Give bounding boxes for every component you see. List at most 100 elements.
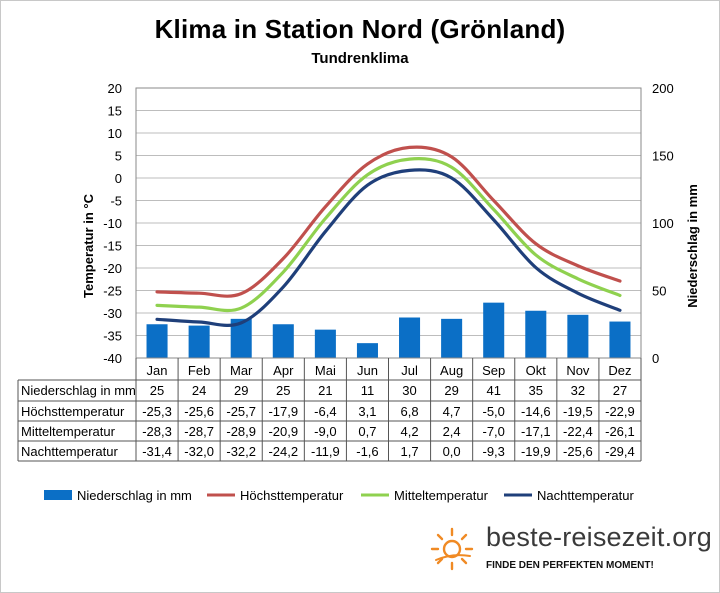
table-row-label: Mitteltemperatur: [21, 424, 116, 439]
precipitation-bar: [272, 324, 294, 358]
right-axis-ticks: 200 150 100 50 0: [652, 81, 674, 366]
table-cell: -7,0: [483, 424, 505, 439]
brand-logo[interactable]: beste-reisezeit.org FINDE DEN PERFEKTEN …: [428, 522, 718, 582]
month-label: Jan: [147, 363, 168, 378]
left-tick-label: -20: [103, 261, 122, 276]
table-cell: -25,6: [563, 444, 593, 459]
month-label: Aug: [440, 363, 463, 378]
left-tick-label: 10: [108, 126, 122, 141]
table-cell: 41: [486, 383, 500, 398]
table-cell: 32: [571, 383, 585, 398]
table-cell: 24: [192, 383, 206, 398]
precipitation-bar: [399, 317, 421, 358]
table-cell: 11: [361, 383, 375, 398]
right-tick-label: 100: [652, 216, 674, 231]
table-cell: -28,7: [184, 424, 214, 439]
brand-slogan: FINDE DEN PERFEKTEN MOMENT!: [486, 560, 654, 571]
legend-precipitation-label: Niederschlag in mm: [77, 488, 192, 503]
legend-precipitation-swatch: [44, 490, 72, 500]
table-cell: -25,6: [184, 404, 214, 419]
table-cell: -28,9: [226, 424, 256, 439]
gridlines: [136, 87, 641, 359]
month-label: Mar: [230, 363, 253, 378]
table-cell: 29: [234, 383, 248, 398]
month-label: Dez: [608, 363, 631, 378]
table-cell: -14,6: [521, 404, 551, 419]
legend-mean-temperature-label: Mitteltemperatur: [394, 488, 489, 503]
precipitation-bar: [483, 302, 505, 358]
mean-temperature-line: [155, 157, 622, 313]
table-cell: -1,6: [356, 444, 378, 459]
table-cell: -17,9: [268, 404, 298, 419]
precipitation-bar: [441, 318, 463, 358]
table-cell: -5,0: [483, 404, 505, 419]
table-cell: 2,4: [443, 424, 461, 439]
table-cell: 4,2: [401, 424, 419, 439]
month-label: Mai: [315, 363, 336, 378]
table-row-label: Niederschlag in mm: [21, 383, 136, 398]
max-temperature-line: [155, 145, 622, 298]
table-cell: -24,2: [268, 444, 298, 459]
left-tick-label: 15: [108, 104, 122, 119]
right-tick-label: 50: [652, 284, 666, 299]
left-tick-label: -25: [103, 284, 122, 299]
precipitation-bar: [525, 310, 547, 358]
precipitation-bar: [356, 343, 378, 358]
table-cell: 25: [150, 383, 164, 398]
table-cell: -6,4: [314, 404, 336, 419]
table-cell: -22,9: [605, 404, 635, 419]
legend-night-temperature-label: Nachttemperatur: [537, 488, 634, 503]
table-cell: -20,9: [268, 424, 298, 439]
month-label: Okt: [526, 363, 547, 378]
precipitation-bars: [146, 302, 631, 358]
table-cell: -19,9: [521, 444, 551, 459]
left-tick-label: -10: [103, 216, 122, 231]
left-tick-label: 5: [115, 149, 122, 164]
table-cell: -25,3: [142, 404, 172, 419]
chart-subtitle: Tundrenklima: [311, 50, 409, 67]
right-tick-label: 0: [652, 351, 659, 366]
table-cell: 30: [402, 383, 416, 398]
table-cell: 21: [318, 383, 332, 398]
data-table: Niederschlag in mm 25 24 29 25 21 11 30 29 41 35 32…: [17, 358, 642, 462]
month-label: Sep: [482, 363, 505, 378]
month-label: Apr: [273, 363, 294, 378]
left-tick-label: -40: [103, 351, 122, 366]
month-label: Nov: [566, 363, 590, 378]
night-temperature-line: [155, 168, 622, 327]
month-labels: Jan Feb Mar Apr Mai Jun Jul Aug Sep Okt Nov Dez: [147, 363, 632, 378]
brand-name: beste-reisezeit.org: [486, 522, 712, 552]
legend-max-temperature-label: Höchsttemperatur: [240, 488, 344, 503]
table-cell: 0,0: [443, 444, 461, 459]
precipitation-bar: [609, 321, 631, 358]
left-tick-label: 20: [108, 81, 122, 96]
chart-title: Klima in Station Nord (Grönland): [154, 14, 566, 44]
table-cell: 25: [276, 383, 290, 398]
table-cell: 1,7: [401, 444, 419, 459]
left-tick-label: -5: [110, 194, 122, 209]
table-row-label: Nachttemperatur: [21, 444, 118, 459]
table-cell: 27: [613, 383, 627, 398]
month-label: Jun: [357, 363, 378, 378]
left-tick-label: -30: [103, 306, 122, 321]
left-axis-ticks: 20 15 10 5 0 -5 -10 -15 -20 -25 -30 -35 -40: [103, 81, 122, 366]
table-cell: -28,3: [142, 424, 172, 439]
table-row-label: Höchsttemperatur: [21, 404, 125, 419]
table-cell: 4,7: [443, 404, 461, 419]
right-tick-label: 150: [652, 149, 674, 164]
table-cell: -32,0: [184, 444, 214, 459]
precipitation-bar: [230, 318, 252, 358]
right-tick-label: 200: [652, 81, 674, 96]
sun-icon: [430, 527, 474, 571]
left-tick-label: 0: [115, 171, 122, 186]
table-cell: 29: [444, 383, 458, 398]
precipitation-bar: [314, 329, 336, 358]
table-cell: 6,8: [401, 404, 419, 419]
precipitation-bar: [188, 325, 210, 358]
table-cell: -17,1: [521, 424, 551, 439]
table-cell: -22,4: [563, 424, 593, 439]
table-cell: -9,0: [314, 424, 336, 439]
precipitation-bar: [567, 314, 589, 358]
legend: Niederschlag in mm Höchsttemperatur Mittel…: [44, 488, 634, 503]
